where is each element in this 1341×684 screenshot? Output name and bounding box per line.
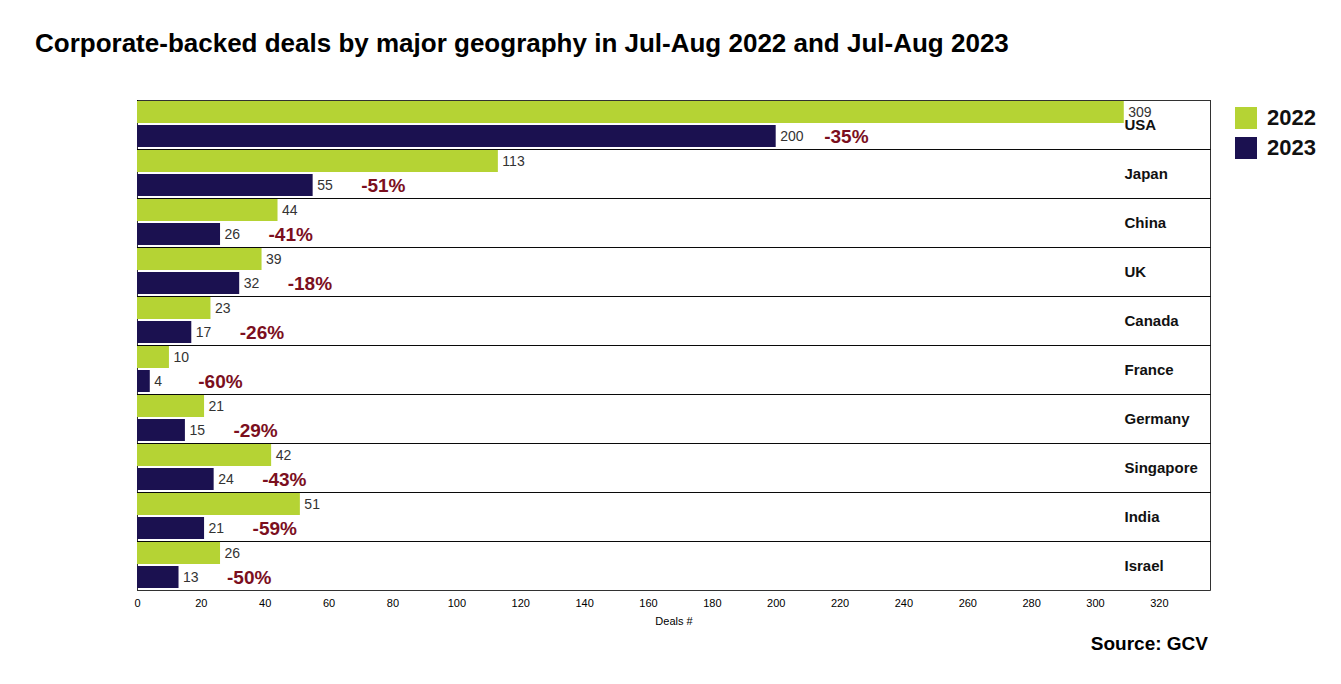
svg-text:32: 32: [244, 275, 260, 291]
svg-text:160: 160: [639, 597, 657, 609]
svg-text:17: 17: [196, 324, 212, 340]
svg-text:India: India: [1125, 508, 1161, 525]
svg-text:Germany: Germany: [1125, 410, 1191, 427]
svg-text:Japan: Japan: [1125, 165, 1168, 182]
svg-text:21: 21: [209, 398, 225, 414]
svg-text:0: 0: [134, 597, 140, 609]
svg-text:240: 240: [895, 597, 913, 609]
svg-text:55: 55: [317, 177, 333, 193]
svg-text:UK: UK: [1125, 263, 1147, 280]
svg-text:Israel: Israel: [1125, 557, 1164, 574]
svg-text:23: 23: [215, 300, 231, 316]
svg-text:40: 40: [259, 597, 271, 609]
svg-text:China: China: [1125, 214, 1167, 231]
svg-text:80: 80: [387, 597, 399, 609]
svg-text:320: 320: [1150, 597, 1168, 609]
svg-text:20: 20: [195, 597, 207, 609]
svg-text:26: 26: [225, 545, 241, 561]
svg-text:180: 180: [703, 597, 721, 609]
svg-text:309: 309: [1128, 104, 1152, 120]
html-text:Corporate-backed deals by majo: Corporate-backed deals by major geograph…: [35, 28, 1009, 58]
svg-text:-43%: -43%: [262, 469, 306, 490]
svg-text:-18%: -18%: [288, 273, 332, 294]
svg-text:44: 44: [282, 202, 298, 218]
svg-text:120: 120: [512, 597, 530, 609]
svg-text:-51%: -51%: [361, 175, 405, 196]
html-text:2022: 2022: [1267, 105, 1316, 130]
svg-text:13: 13: [183, 569, 199, 585]
svg-text:260: 260: [959, 597, 977, 609]
svg-text:Singapore: Singapore: [1125, 459, 1198, 476]
svg-text:280: 280: [1022, 597, 1040, 609]
svg-text:USA: USA: [1124, 115, 1157, 133]
svg-text:-35%: -35%: [824, 126, 868, 147]
svg-text:15: 15: [189, 422, 205, 438]
svg-text:100: 100: [448, 597, 466, 609]
svg-text:21: 21: [209, 520, 225, 536]
svg-text:113: 113: [502, 153, 525, 169]
svg-text:200: 200: [767, 597, 785, 609]
svg-text:-59%: -59%: [253, 518, 297, 539]
svg-text:140: 140: [575, 597, 593, 609]
svg-text:-41%: -41%: [269, 224, 313, 245]
html-text:2023: 2023: [1267, 135, 1316, 160]
svg-text:France: France: [1125, 361, 1174, 378]
svg-text:-26%: -26%: [240, 322, 284, 343]
svg-text:-29%: -29%: [233, 420, 277, 441]
svg-text:Canada: Canada: [1125, 312, 1180, 329]
svg-text:-50%: -50%: [227, 567, 271, 588]
svg-text:Deals #: Deals #: [655, 615, 693, 627]
svg-text:26: 26: [225, 226, 241, 242]
svg-text:60: 60: [323, 597, 335, 609]
svg-text:4: 4: [154, 373, 162, 389]
svg-text:24: 24: [218, 471, 234, 487]
svg-text:300: 300: [1086, 597, 1104, 609]
svg-text:39: 39: [266, 251, 282, 267]
svg-text:51: 51: [304, 496, 320, 512]
html-text:Source: GCV: Source: GCV: [1090, 633, 1208, 654]
svg-text:-60%: -60%: [198, 371, 242, 392]
svg-text:42: 42: [276, 447, 292, 463]
svg-text:220: 220: [831, 597, 849, 609]
svg-text:200: 200: [780, 128, 804, 144]
svg-text:10: 10: [173, 349, 189, 365]
